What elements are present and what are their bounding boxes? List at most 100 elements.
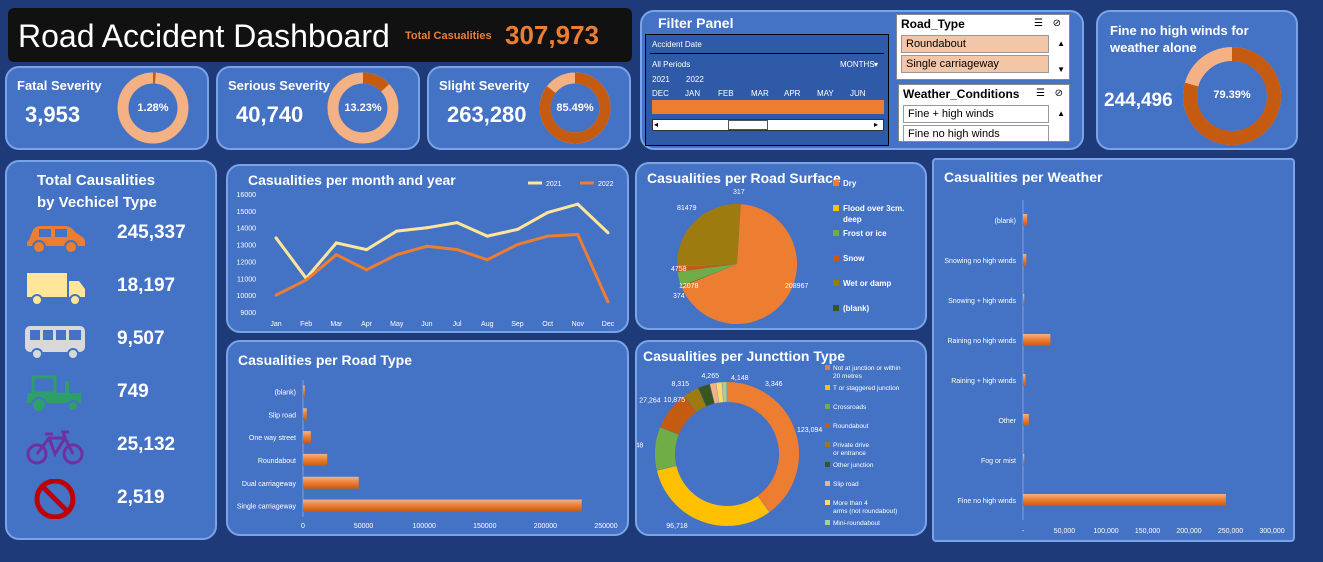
vehicle-value: 749 (117, 381, 149, 402)
category-label: Raining + high winds (951, 378, 1016, 385)
weather-slicer[interactable]: Weather_Conditions ☰ ⊘ Fine + high winds… (898, 84, 1070, 142)
legend-swatch (825, 442, 830, 447)
multi-select-icon[interactable]: ☰ (1034, 18, 1043, 29)
slicer-item[interactable]: Roundabout (901, 35, 1049, 53)
timeline-month[interactable]: DEC (652, 89, 669, 98)
data-label: 4,148 (731, 375, 749, 382)
chart-title: Casualities per Road Surface (647, 170, 841, 186)
vehicle-row: 749 (7, 373, 217, 413)
data-label: 123,094 (797, 427, 822, 434)
timeline-unit-select[interactable]: MONTHS (840, 60, 875, 69)
divider (650, 53, 884, 54)
scroll-down-icon[interactable]: ▼ (1057, 65, 1065, 74)
road-type-chart-card: Casualities per Road Type (blank) Slip roa… (226, 340, 629, 536)
data-label: 27,264 (639, 397, 661, 404)
legend-label: Not at junction or within (833, 365, 901, 372)
title-bar: Road Accident Dashboard Total Casualitie… (8, 8, 632, 62)
scroll-right-icon[interactable]: ▸ (874, 120, 879, 129)
bar (1023, 454, 1025, 466)
clear-filter-icon[interactable]: ⊘ (1054, 88, 1063, 99)
data-point (576, 232, 580, 236)
chart-title: Casualities per Weather (944, 169, 1103, 185)
x-tick-label: May (390, 321, 404, 328)
weather-chart-card: Casualities per Weather (blank) Snowing no… (932, 158, 1295, 542)
severity-value: 263,280 (447, 102, 527, 127)
scroll-left-icon[interactable]: ◂ (654, 120, 659, 129)
legend-swatch (825, 500, 830, 505)
category-label: Single carriageway (237, 504, 297, 511)
bar (303, 476, 359, 489)
data-point (485, 258, 489, 262)
timeline-scrollbar[interactable] (652, 119, 884, 131)
data-label: 8,315 (671, 381, 689, 388)
bar (303, 385, 305, 398)
slicer-title: Road_Type (901, 17, 965, 31)
x-tick-label: Mar (330, 321, 343, 328)
x-tick-label: Feb (300, 321, 312, 328)
x-tick-label: Oct (542, 321, 553, 328)
timeline-label: Accident Date (652, 40, 702, 49)
multi-select-icon[interactable]: ☰ (1036, 88, 1045, 99)
timeline-month[interactable]: JAN (685, 89, 701, 98)
legend-swatch (825, 481, 830, 486)
timeline-month[interactable]: FEB (718, 89, 734, 98)
timeline-bar[interactable] (652, 100, 884, 114)
slicer-item[interactable]: Single carriageway (901, 55, 1049, 73)
legend-swatch (825, 462, 830, 467)
filter-panel-title: Filter Panel (658, 15, 734, 31)
legend-label: T or staggered junction (833, 385, 900, 392)
legend-label: deep (843, 215, 862, 224)
severity-label: Fatal Severity (17, 78, 102, 93)
chart-title: Casualities per Road Type (238, 352, 412, 368)
x-tick-label: 250,000 (1218, 528, 1243, 535)
ring-fill (362, 72, 390, 92)
pie-slice (681, 264, 737, 287)
legend-swatch (833, 280, 839, 286)
timeline-month[interactable]: APR (784, 89, 801, 98)
legend-label: Snow (843, 254, 865, 263)
x-tick-label: 200000 (534, 523, 557, 530)
category-label: (blank) (995, 218, 1016, 225)
category-label: Dual carriageway (242, 481, 297, 488)
timeline-month[interactable]: JUN (850, 89, 866, 98)
donut-slice (709, 382, 719, 404)
severity-value: 40,740 (236, 102, 304, 127)
fine-weather-ring (1183, 47, 1281, 145)
slicer-item[interactable]: Fine no high winds (903, 125, 1049, 141)
legend-swatch (833, 255, 839, 261)
donut-slice (660, 396, 697, 435)
clear-filter-icon[interactable]: ⊘ (1052, 18, 1061, 29)
pie-slice (677, 204, 741, 266)
date-timeline[interactable]: Accident Date All Periods MONTHS ▾ 2021 … (645, 34, 889, 146)
x-tick-label: Aug (481, 321, 494, 328)
x-tick-label: Nov (572, 321, 585, 328)
category-label: Other (998, 418, 1016, 425)
timeline-month[interactable]: MAR (751, 89, 769, 98)
data-point (425, 244, 429, 248)
scroll-up-icon[interactable]: ▲ (1057, 39, 1065, 48)
data-label: 3,346 (765, 381, 783, 388)
scroll-up-icon[interactable]: ▲ (1057, 109, 1065, 118)
chart-title: Casualities per Juncttion Type (643, 348, 845, 364)
y-tick-label: 13000 (237, 243, 257, 250)
x-tick-label: 150,000 (1135, 528, 1160, 535)
bar (1023, 494, 1226, 506)
series-line-2022 (275, 232, 610, 303)
data-point (606, 231, 610, 235)
road-type-slicer[interactable]: Road_Type ☰ ⊘ Roundabout Single carriage… (896, 14, 1070, 80)
slicer-item[interactable]: Fine + high winds (903, 105, 1049, 123)
tractor-icon (23, 373, 87, 413)
slicer-title: Weather_Conditions (903, 87, 1020, 101)
legend-label: 2022 (598, 181, 614, 188)
fine-weather-label: Fine no high winds for weather alone (1110, 23, 1249, 55)
x-tick-label: 50000 (354, 523, 374, 530)
chevron-down-icon[interactable]: ▾ (874, 60, 879, 69)
data-label: 81479 (677, 205, 697, 212)
donut-slice (684, 388, 707, 413)
road-surface-chart-card: Casualities per Road Surface 208967 317 120… (635, 162, 927, 330)
data-point (425, 226, 429, 230)
x-tick-label: Jul (453, 321, 462, 328)
vehicle-row: 18,197 (7, 267, 217, 307)
timeline-scroll-thumb[interactable] (728, 120, 768, 130)
timeline-month[interactable]: MAY (817, 89, 834, 98)
